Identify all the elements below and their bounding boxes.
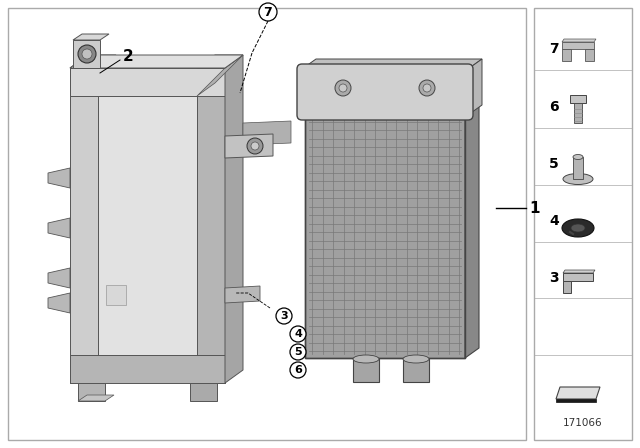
Polygon shape xyxy=(563,281,571,293)
Polygon shape xyxy=(48,293,70,313)
Bar xyxy=(534,8,632,440)
Polygon shape xyxy=(563,273,593,281)
Polygon shape xyxy=(302,59,482,69)
Ellipse shape xyxy=(563,173,593,185)
Circle shape xyxy=(251,142,259,150)
Polygon shape xyxy=(78,383,105,401)
Polygon shape xyxy=(353,358,379,382)
Circle shape xyxy=(290,326,306,342)
Text: 6: 6 xyxy=(549,100,559,114)
Polygon shape xyxy=(73,40,100,68)
Circle shape xyxy=(259,3,277,21)
Bar xyxy=(8,8,526,440)
Text: 2: 2 xyxy=(123,48,133,64)
Polygon shape xyxy=(197,68,225,383)
Text: 3: 3 xyxy=(280,311,288,321)
Circle shape xyxy=(290,362,306,378)
Text: 5: 5 xyxy=(549,157,559,171)
Text: 4: 4 xyxy=(549,214,559,228)
Text: 4: 4 xyxy=(294,329,302,339)
Text: 7: 7 xyxy=(264,5,273,18)
Circle shape xyxy=(290,344,306,360)
Text: 3: 3 xyxy=(549,271,559,285)
Polygon shape xyxy=(225,286,260,303)
Polygon shape xyxy=(48,218,70,238)
Polygon shape xyxy=(197,55,243,96)
Ellipse shape xyxy=(573,155,583,159)
Polygon shape xyxy=(562,39,596,42)
Polygon shape xyxy=(48,268,70,288)
Circle shape xyxy=(423,84,431,92)
Polygon shape xyxy=(190,383,217,401)
Polygon shape xyxy=(48,168,70,188)
Ellipse shape xyxy=(403,355,429,363)
Text: 6: 6 xyxy=(294,365,302,375)
Polygon shape xyxy=(574,103,582,123)
FancyBboxPatch shape xyxy=(297,64,473,120)
Polygon shape xyxy=(563,270,595,273)
Polygon shape xyxy=(225,134,273,158)
Polygon shape xyxy=(70,68,225,96)
Polygon shape xyxy=(70,355,225,383)
Circle shape xyxy=(276,308,292,324)
Polygon shape xyxy=(225,55,243,383)
Circle shape xyxy=(335,80,351,96)
Polygon shape xyxy=(197,55,243,68)
Polygon shape xyxy=(573,157,583,179)
Text: 1: 1 xyxy=(529,201,540,215)
Polygon shape xyxy=(570,95,586,103)
Circle shape xyxy=(247,138,263,154)
Polygon shape xyxy=(403,358,429,382)
Ellipse shape xyxy=(562,219,594,237)
Text: 5: 5 xyxy=(294,347,302,357)
Polygon shape xyxy=(106,285,126,305)
Text: 171066: 171066 xyxy=(563,418,603,428)
Polygon shape xyxy=(243,121,291,145)
Polygon shape xyxy=(73,34,109,40)
Polygon shape xyxy=(562,42,594,49)
Polygon shape xyxy=(78,395,114,401)
Polygon shape xyxy=(305,113,465,358)
Text: 7: 7 xyxy=(549,42,559,56)
Circle shape xyxy=(82,49,92,59)
Circle shape xyxy=(339,84,347,92)
Polygon shape xyxy=(70,55,243,68)
Polygon shape xyxy=(562,49,571,61)
Polygon shape xyxy=(70,55,116,68)
Circle shape xyxy=(78,45,96,63)
Polygon shape xyxy=(70,68,98,383)
Polygon shape xyxy=(556,399,596,402)
Circle shape xyxy=(419,80,435,96)
Polygon shape xyxy=(468,59,482,115)
Polygon shape xyxy=(556,387,600,399)
Ellipse shape xyxy=(571,224,585,232)
Ellipse shape xyxy=(353,355,379,363)
Polygon shape xyxy=(585,49,594,61)
Polygon shape xyxy=(465,103,479,358)
Polygon shape xyxy=(98,96,197,355)
